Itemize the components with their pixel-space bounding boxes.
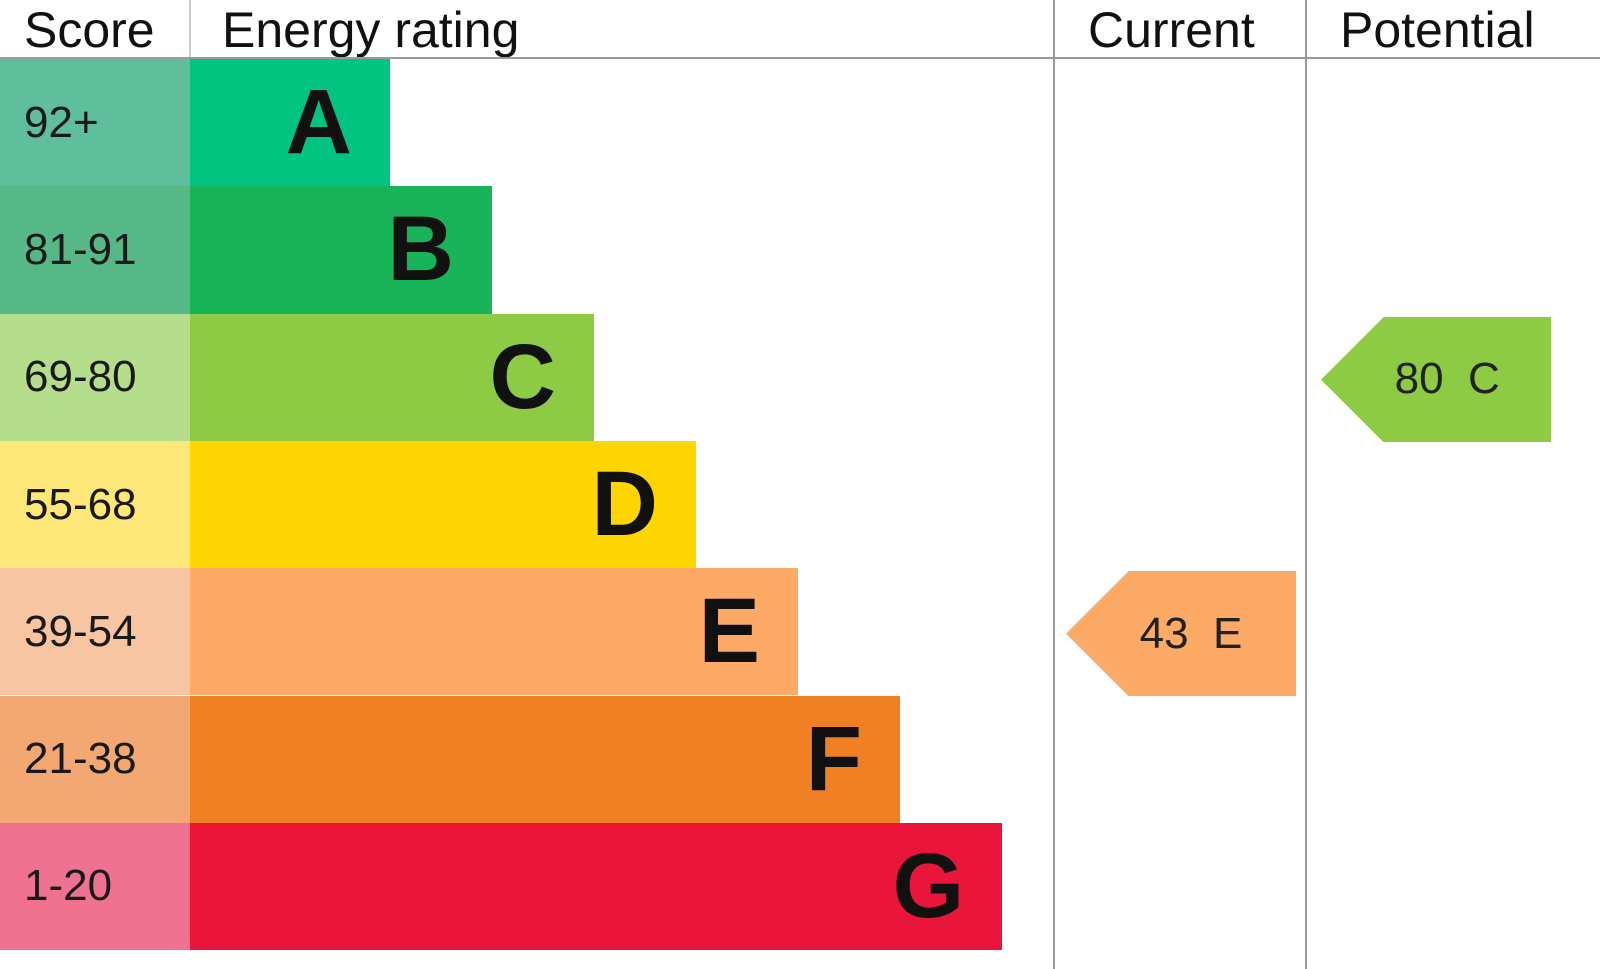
score-range-c: 69-80	[0, 313, 190, 441]
current-rating-arrow-label: 43 E	[1139, 608, 1243, 658]
header-energy-rating: Energy rating	[222, 2, 520, 58]
header-current: Current	[1088, 2, 1255, 58]
rating-bar-e: E	[190, 568, 798, 696]
score-range-g: 1-20	[0, 822, 190, 951]
header-potential: Potential	[1340, 2, 1535, 58]
rating-bar-a: A	[190, 59, 390, 187]
column-divider-potential	[1305, 0, 1307, 969]
column-divider-current	[1053, 0, 1055, 969]
header-divider	[189, 0, 191, 58]
potential-rating-arrow-shape	[1321, 316, 1551, 442]
score-range-e: 39-54	[0, 568, 190, 696]
potential-rating-arrow: 80 C	[1321, 316, 1551, 442]
rating-bar-b: B	[190, 186, 492, 314]
header-score: Score	[24, 2, 155, 58]
rating-bar-c: C	[190, 313, 594, 441]
potential-rating-arrow-label: 80 C	[1394, 354, 1500, 404]
rating-bar-g: G	[190, 822, 1002, 951]
header-rule	[0, 57, 1600, 59]
rating-bar-d: D	[190, 440, 696, 569]
rating-bar-f: F	[190, 695, 900, 823]
score-range-d: 55-68	[0, 440, 190, 569]
score-range-f: 21-38	[0, 695, 190, 823]
score-range-a: 92+	[0, 59, 190, 187]
score-range-b: 81-91	[0, 186, 190, 314]
current-rating-arrow: 43 E	[1066, 571, 1296, 697]
current-rating-arrow-shape	[1066, 571, 1296, 697]
